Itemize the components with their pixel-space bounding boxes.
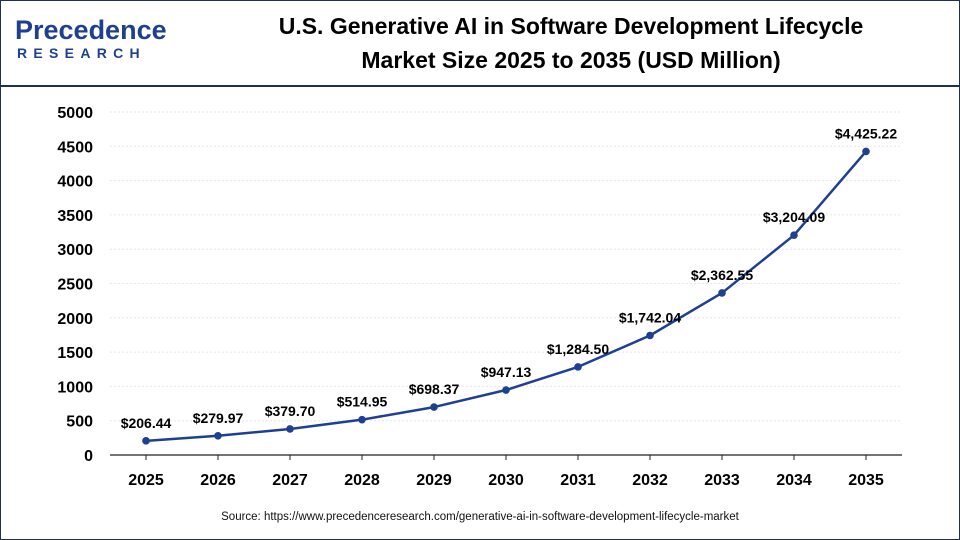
y-tick-label: 3500 <box>57 208 93 225</box>
line-chart: 0 500 1000 1500 2000 2500 3000 3500 4000 4500 5000… <box>57 105 902 489</box>
chart-title-line-1: U.S. Generative AI in Software Developme… <box>278 13 864 39</box>
data-point <box>286 425 294 433</box>
x-tick-label: 2033 <box>704 472 740 489</box>
y-tick-label: 0 <box>84 448 93 465</box>
data-label: $1,284.50 <box>547 341 609 357</box>
data-label: $279.97 <box>193 410 244 426</box>
brand-logo: Precedence RESEARCH <box>15 15 167 71</box>
header: Precedence RESEARCH U.S. Generative AI i… <box>1 1 959 87</box>
x-tick-label: 2034 <box>776 472 812 489</box>
data-point <box>358 415 366 424</box>
data-label: $1,742.04 <box>619 309 681 325</box>
data-label: $2,362.55 <box>691 267 753 283</box>
y-tick-label: 4500 <box>57 139 93 156</box>
data-label: $514.95 <box>337 394 388 410</box>
data-point <box>430 403 438 411</box>
data-point <box>718 289 726 297</box>
x-tick-label: 2026 <box>200 472 236 489</box>
y-tick-label: 5000 <box>57 105 93 122</box>
y-tick-label: 1500 <box>57 345 93 362</box>
series-line <box>145 150 867 443</box>
data-label: $947.13 <box>481 364 532 380</box>
logo-subtitle: RESEARCH <box>17 45 146 61</box>
y-tick-label: 4000 <box>57 174 93 191</box>
x-tick-label: 2035 <box>848 472 884 489</box>
data-point <box>142 437 150 445</box>
data-point <box>646 331 654 340</box>
data-point <box>214 431 222 440</box>
x-tick-label: 2028 <box>344 472 380 489</box>
x-tick-label: 2030 <box>488 472 524 489</box>
data-point <box>574 363 582 371</box>
y-tick-label: 1000 <box>57 379 93 396</box>
data-point <box>862 147 870 156</box>
x-tick-label: 2032 <box>632 472 668 489</box>
data-point <box>790 231 798 239</box>
chart-title-line-2: Market Size 2025 to 2035 (USD Million) <box>361 47 781 73</box>
y-tick-label: 3000 <box>57 242 93 259</box>
x-tick-label: 2029 <box>416 472 452 489</box>
source-note: Source: https://www.precedenceresearch.c… <box>221 511 739 523</box>
y-tick-label: 2500 <box>57 277 93 294</box>
x-tick-label: 2025 <box>128 472 164 489</box>
data-point <box>502 386 510 394</box>
x-tick-label: 2031 <box>560 472 596 489</box>
y-tick-label: 2000 <box>57 311 93 328</box>
data-label: $4,425.22 <box>835 125 897 141</box>
data-label: $3,204.09 <box>763 209 825 225</box>
y-tick-label: 500 <box>66 414 93 431</box>
data-label: $379.70 <box>265 403 316 419</box>
logo-name: Precedence <box>15 15 167 45</box>
x-tick-label: 2027 <box>272 472 308 489</box>
data-label: $698.37 <box>409 381 460 397</box>
data-label: $206.44 <box>121 415 172 431</box>
chart-title: U.S. Generative AI in Software Developme… <box>221 9 921 77</box>
